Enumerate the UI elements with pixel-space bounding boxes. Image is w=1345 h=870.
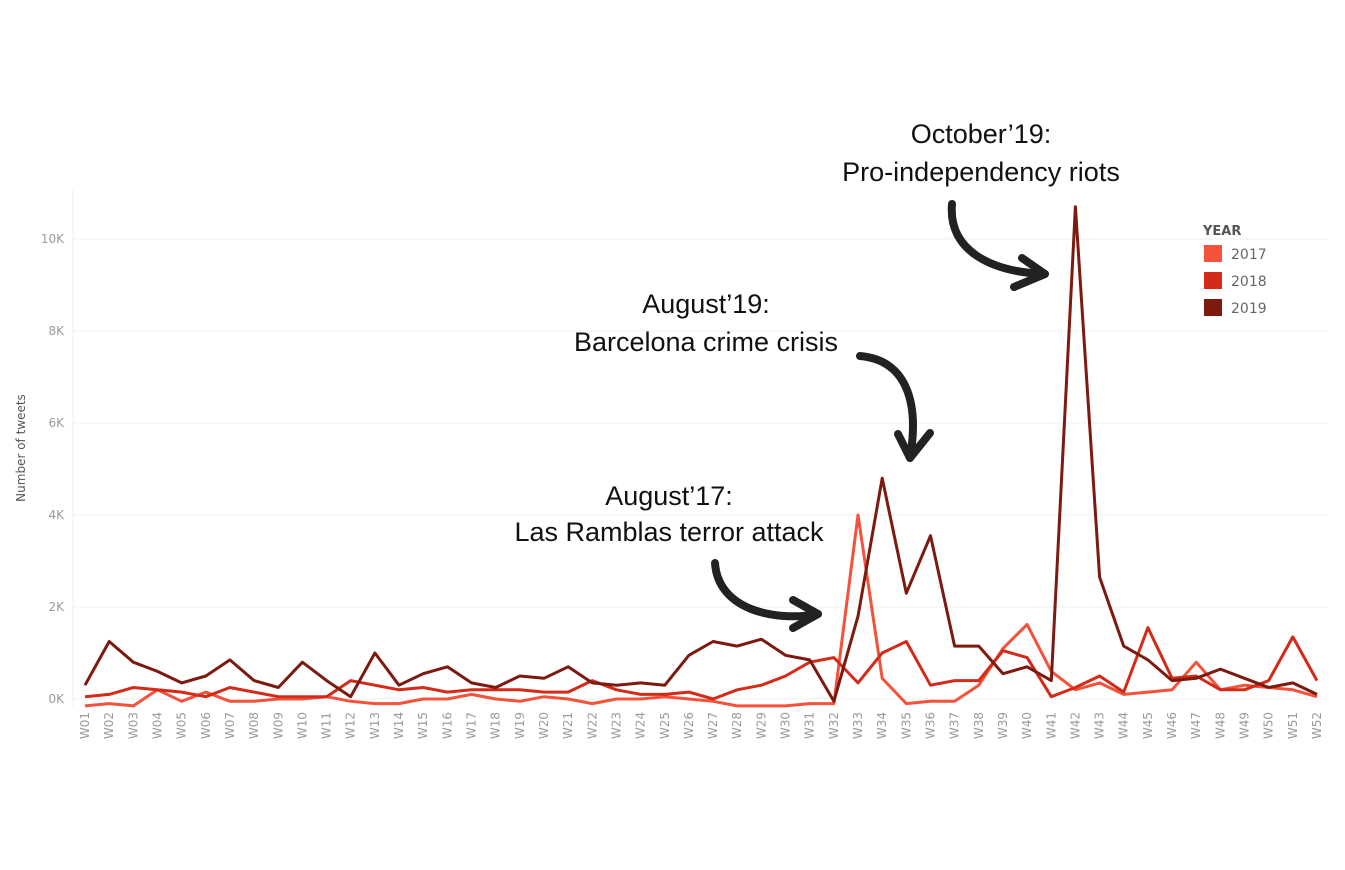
x-tick-label: W35 [899,712,913,739]
x-tick-label: W19 [513,712,527,739]
x-tick-label: W47 [1189,712,1203,739]
x-tick-label: W36 [923,712,937,739]
x-tick-label: W33 [851,712,865,739]
x-tick-label: W31 [803,712,817,739]
x-tick-label: W27 [706,712,720,739]
x-tick-label: W34 [875,712,889,739]
x-tick-label: W20 [537,712,551,739]
x-tick-label: W03 [126,712,140,739]
x-tick-label: W44 [1117,712,1131,739]
annotations: August’17: Las Ramblas terror attack Aug… [514,119,1120,632]
x-tick-label: W29 [754,712,768,739]
annotation-aug19-title: August’19: [642,289,770,319]
legend: YEAR 2017 2018 2019 [1202,224,1267,317]
annotation-aug17-title: August’17: [605,481,733,511]
x-tick-label: W39 [996,712,1010,739]
x-tick-label: W15 [416,712,430,739]
series-line-2018 [84,626,1319,701]
y-tick-label: 4K [48,508,65,522]
x-tick-label: W51 [1286,712,1300,739]
x-tick-label: W21 [561,712,575,739]
series-line-2019 [83,205,1318,703]
y-tick-label: 8K [48,324,65,338]
x-tick-label: W48 [1213,712,1227,739]
x-tick-label: W18 [489,712,503,739]
x-tick-label: W26 [682,712,696,739]
x-tick-label: W43 [1093,712,1107,739]
arrow-oct19 [947,200,1049,291]
x-tick-label: W16 [440,712,454,739]
x-tick-label: W05 [175,712,189,739]
x-tick-label: W49 [1238,712,1252,739]
x-tick-label: W10 [295,712,309,739]
x-tick-label: W46 [1165,712,1179,739]
x-tick-label: W01 [78,712,92,739]
x-tick-label: W50 [1262,712,1276,739]
x-tick-label: W42 [1068,712,1082,739]
legend-swatch-2019 [1204,299,1222,316]
annotation-aug17-subtitle: Las Ramblas terror attack [514,517,824,547]
legend-swatch-2018 [1204,272,1222,289]
x-tick-label: W12 [344,712,358,739]
x-tick-label: W32 [827,712,841,739]
x-tick-label: W06 [199,712,213,739]
x-tick-label: W13 [368,712,382,739]
x-tick-label: W17 [465,712,479,739]
x-tick-label: W37 [948,712,962,739]
annotation-oct19-title: October’19: [911,119,1052,149]
x-tick-label: W41 [1044,712,1058,739]
x-tick-label: W22 [585,712,599,739]
y-axis-label: Number of tweets [14,394,28,502]
arrow-aug19 [856,352,934,462]
gridlines [72,190,1328,706]
x-tick-label: W04 [150,712,164,739]
series-line-2017 [84,513,1318,708]
legend-label-2018: 2018 [1231,274,1267,290]
y-axis: 0K 2K 4K 6K 8K 10K [41,232,65,706]
x-tick-label: W02 [102,712,116,739]
x-tick-label: W52 [1310,712,1324,739]
annotation-oct19-subtitle: Pro-independency riots [842,157,1120,187]
arrow-aug17 [711,559,822,632]
x-axis: W01 W02 W03 W04 W05 W06 W07 W08 W09 W10 W11 W12 W13 W… [78,712,1324,739]
x-tick-label: W14 [392,712,406,739]
x-tick-label: W23 [609,712,623,739]
legend-title: YEAR [1202,224,1241,239]
x-tick-label: W09 [271,712,285,739]
y-tick-label: 0K [48,692,65,706]
y-tick-label: 6K [48,416,65,430]
x-tick-label: W11 [320,712,334,739]
x-tick-label: W40 [1020,712,1034,739]
legend-label-2019: 2019 [1231,301,1267,317]
y-tick-label: 2K [48,600,65,614]
x-tick-label: W28 [730,712,744,739]
legend-label-2017: 2017 [1231,247,1267,263]
x-tick-label: W25 [658,712,672,739]
annotation-aug19-subtitle: Barcelona crime crisis [574,327,838,357]
x-tick-label: W38 [972,712,986,739]
y-tick-label: 10K [41,232,65,246]
x-tick-label: W07 [223,712,237,739]
x-tick-label: W24 [634,712,648,739]
x-tick-label: W45 [1141,712,1155,739]
x-tick-label: W08 [247,712,261,739]
legend-swatch-2017 [1204,245,1222,262]
series-lines [83,205,1319,708]
x-tick-label: W30 [779,712,793,739]
